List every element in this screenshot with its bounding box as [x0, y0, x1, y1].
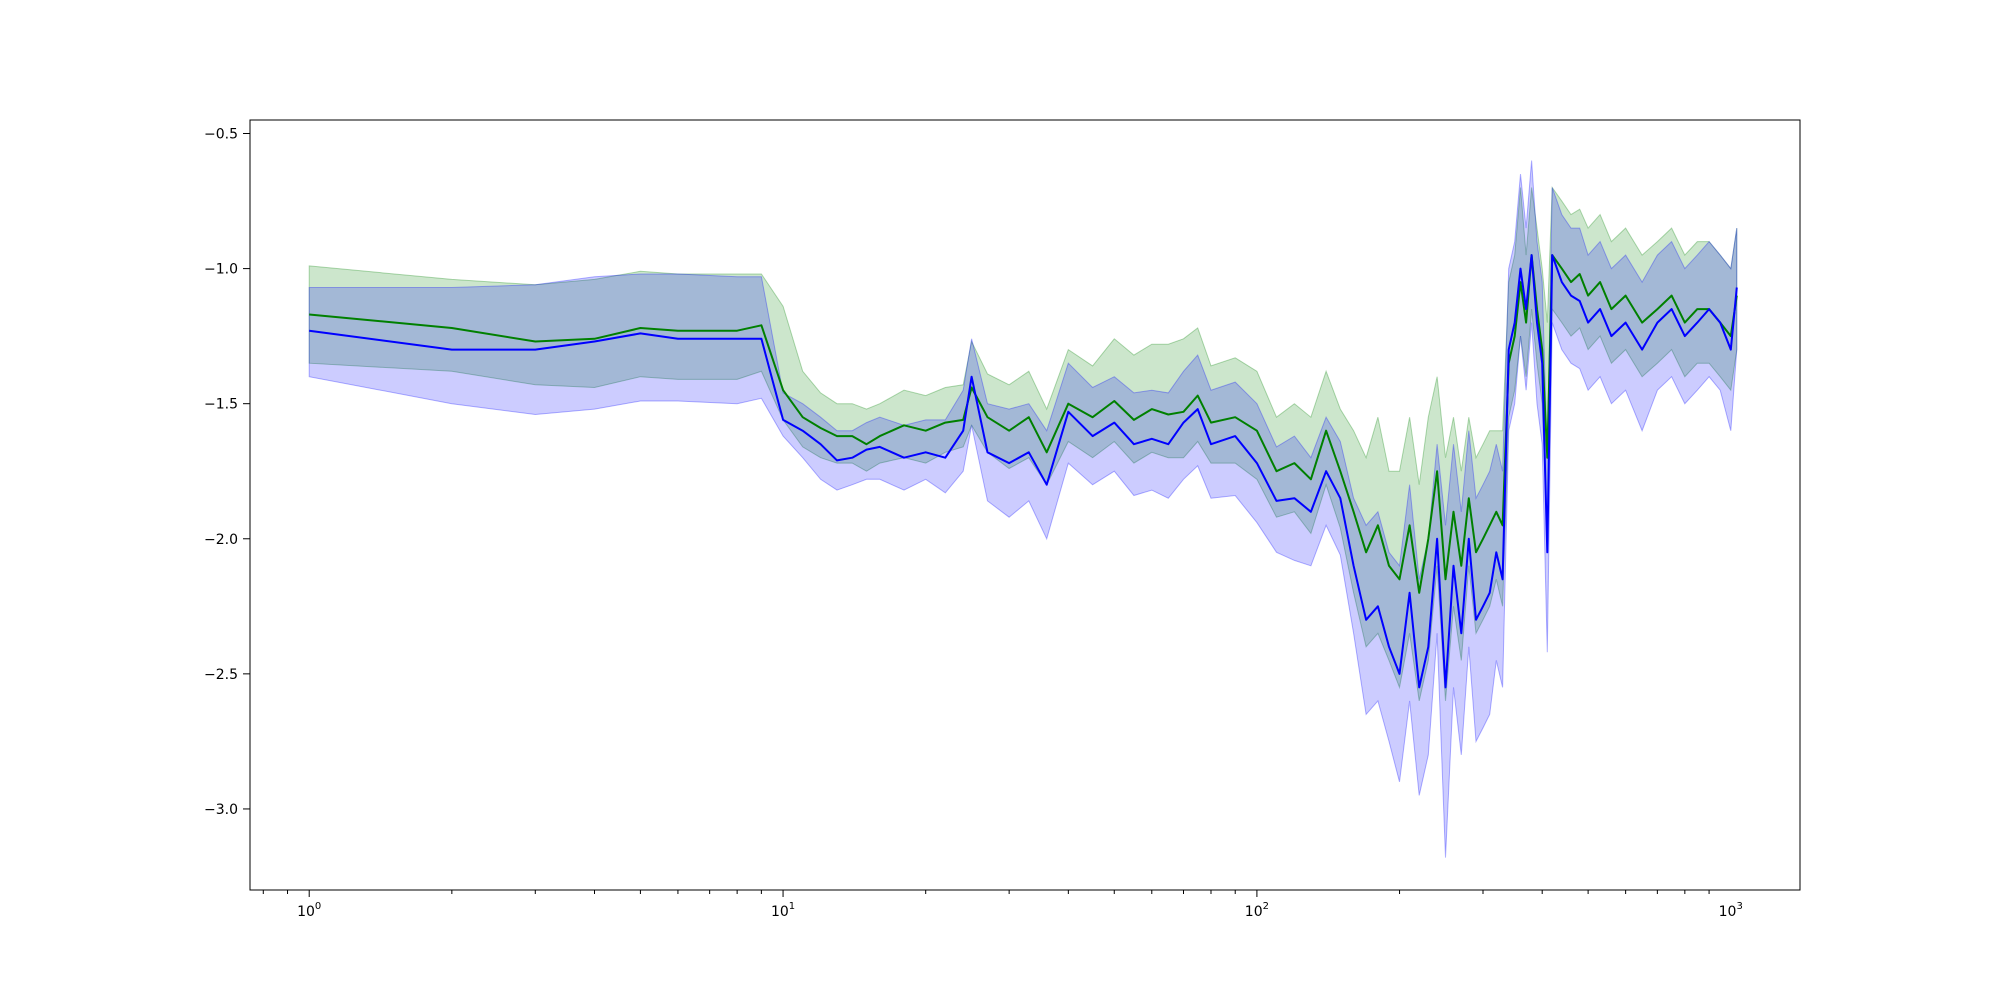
- y-tick-label: −1.5: [204, 397, 238, 413]
- plot-frame: [249, 119, 1801, 891]
- x-tick-label: 101: [771, 901, 795, 920]
- x-axis: 100 101 102 103: [262, 890, 1743, 920]
- y-tick-label: −3.0: [204, 802, 238, 818]
- confidence-bands: [308, 160, 1738, 858]
- y-tick-label: −2.5: [204, 667, 238, 683]
- band-series-1: [308, 186, 1738, 702]
- y-tick-label: −0.5: [204, 127, 238, 143]
- y-tick-label: −1.0: [204, 262, 238, 278]
- y-tick-label: −2.0: [204, 532, 238, 548]
- series-lines: [309, 254, 1738, 689]
- x-tick-label: 100: [297, 901, 321, 920]
- line-series-1: [309, 254, 1738, 594]
- x-tick-label: 103: [1719, 901, 1743, 920]
- line-series-2: [309, 254, 1738, 689]
- y-axis: −0.5 −1.0 −1.5 −2.0 −2.5 −3.0: [204, 127, 250, 818]
- x-tick-label: 102: [1245, 901, 1269, 920]
- band-series-2: [308, 160, 1738, 858]
